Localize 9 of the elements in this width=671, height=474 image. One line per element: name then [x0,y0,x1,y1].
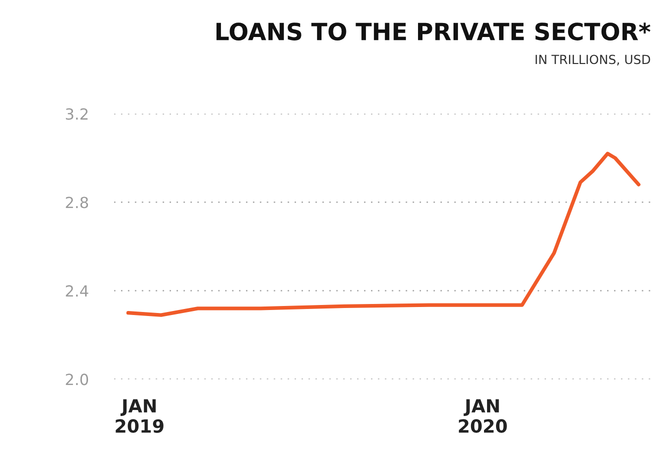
y-tick-label: 2.0 [66,374,88,386]
x-tick-label: JAN 2019 [116,399,164,433]
y-tick-label: 2.4 [66,285,88,297]
y-tick-label: 2.8 [66,196,88,208]
line-series [126,152,640,317]
x-tick-label: JAN 2020 [458,399,507,433]
chart-subtitle: IN TRILLIONS, USD [536,54,650,66]
y-tick-label: 3.2 [66,108,88,120]
chart-title: LOANS TO THE PRIVATE SECTOR* [216,22,650,40]
